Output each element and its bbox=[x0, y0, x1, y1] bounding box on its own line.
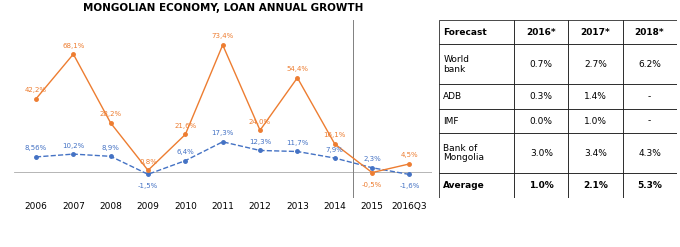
Text: 1.0%: 1.0% bbox=[584, 117, 607, 125]
Text: 73,4%: 73,4% bbox=[211, 33, 234, 40]
Text: -1,5%: -1,5% bbox=[138, 183, 158, 189]
Text: 6.2%: 6.2% bbox=[638, 60, 661, 69]
Text: 2017*: 2017* bbox=[581, 28, 611, 37]
Text: World
bank: World bank bbox=[443, 55, 469, 74]
Text: Forecast: Forecast bbox=[443, 28, 487, 37]
Text: 2016*: 2016* bbox=[526, 28, 556, 37]
Text: ADB: ADB bbox=[443, 92, 462, 101]
Text: 1.4%: 1.4% bbox=[584, 92, 607, 101]
Title: MONGOLIAN ECONOMY, LOAN ANNUAL GROWTH: MONGOLIAN ECONOMY, LOAN ANNUAL GROWTH bbox=[82, 3, 363, 13]
Text: -1,6%: -1,6% bbox=[399, 183, 420, 189]
Text: 8,9%: 8,9% bbox=[102, 145, 120, 151]
Bar bbox=[568, 173, 622, 198]
Text: 4.3%: 4.3% bbox=[638, 149, 661, 158]
Bar bbox=[514, 133, 568, 173]
Text: -: - bbox=[648, 92, 651, 101]
Bar bbox=[622, 84, 677, 109]
Text: 21,6%: 21,6% bbox=[174, 123, 197, 129]
Bar bbox=[514, 44, 568, 84]
Bar bbox=[514, 173, 568, 198]
Bar bbox=[439, 44, 514, 84]
Text: 3.0%: 3.0% bbox=[530, 149, 553, 158]
Text: 1.0%: 1.0% bbox=[529, 181, 554, 190]
Bar bbox=[568, 133, 622, 173]
Text: 54,4%: 54,4% bbox=[286, 66, 308, 72]
Bar bbox=[439, 173, 514, 198]
Bar bbox=[568, 109, 622, 133]
Bar bbox=[622, 173, 677, 198]
Text: 5.3%: 5.3% bbox=[637, 181, 662, 190]
Text: 16,1%: 16,1% bbox=[324, 132, 346, 138]
Bar bbox=[622, 109, 677, 133]
Bar bbox=[514, 109, 568, 133]
Text: 2,3%: 2,3% bbox=[363, 156, 381, 162]
Text: 2.7%: 2.7% bbox=[584, 60, 607, 69]
Bar bbox=[568, 84, 622, 109]
Text: Average: Average bbox=[443, 181, 485, 190]
Bar bbox=[622, 44, 677, 84]
Text: 11,7%: 11,7% bbox=[286, 140, 309, 146]
Text: -0,5%: -0,5% bbox=[362, 182, 382, 188]
Text: 12,3%: 12,3% bbox=[249, 139, 271, 145]
Text: Bank of
Mongolia: Bank of Mongolia bbox=[443, 144, 484, 163]
Text: 68,1%: 68,1% bbox=[62, 42, 84, 49]
Text: 2018*: 2018* bbox=[634, 28, 664, 37]
Text: 3.4%: 3.4% bbox=[584, 149, 607, 158]
Text: 42,2%: 42,2% bbox=[25, 87, 47, 93]
Text: 28,2%: 28,2% bbox=[99, 111, 122, 118]
Text: 10,2%: 10,2% bbox=[62, 143, 84, 148]
Text: 0.3%: 0.3% bbox=[530, 92, 553, 101]
Text: 17,3%: 17,3% bbox=[211, 130, 234, 136]
Bar bbox=[514, 20, 568, 44]
Bar bbox=[439, 109, 514, 133]
Text: 6,4%: 6,4% bbox=[177, 149, 194, 155]
Text: 8,56%: 8,56% bbox=[25, 145, 47, 151]
Bar bbox=[514, 84, 568, 109]
Bar bbox=[568, 20, 622, 44]
Text: 0,8%: 0,8% bbox=[139, 159, 157, 165]
Text: 24,0%: 24,0% bbox=[249, 119, 271, 125]
Text: 2.1%: 2.1% bbox=[583, 181, 608, 190]
Bar bbox=[439, 20, 514, 44]
Text: -: - bbox=[648, 117, 651, 125]
Bar bbox=[439, 133, 514, 173]
Text: 4,5%: 4,5% bbox=[401, 152, 418, 158]
Text: 0.7%: 0.7% bbox=[530, 60, 553, 69]
Text: 0.0%: 0.0% bbox=[530, 117, 553, 125]
Text: 7,9%: 7,9% bbox=[326, 146, 343, 152]
Bar bbox=[568, 44, 622, 84]
Text: IMF: IMF bbox=[443, 117, 459, 125]
Bar bbox=[622, 133, 677, 173]
Bar bbox=[622, 20, 677, 44]
Bar bbox=[439, 84, 514, 109]
